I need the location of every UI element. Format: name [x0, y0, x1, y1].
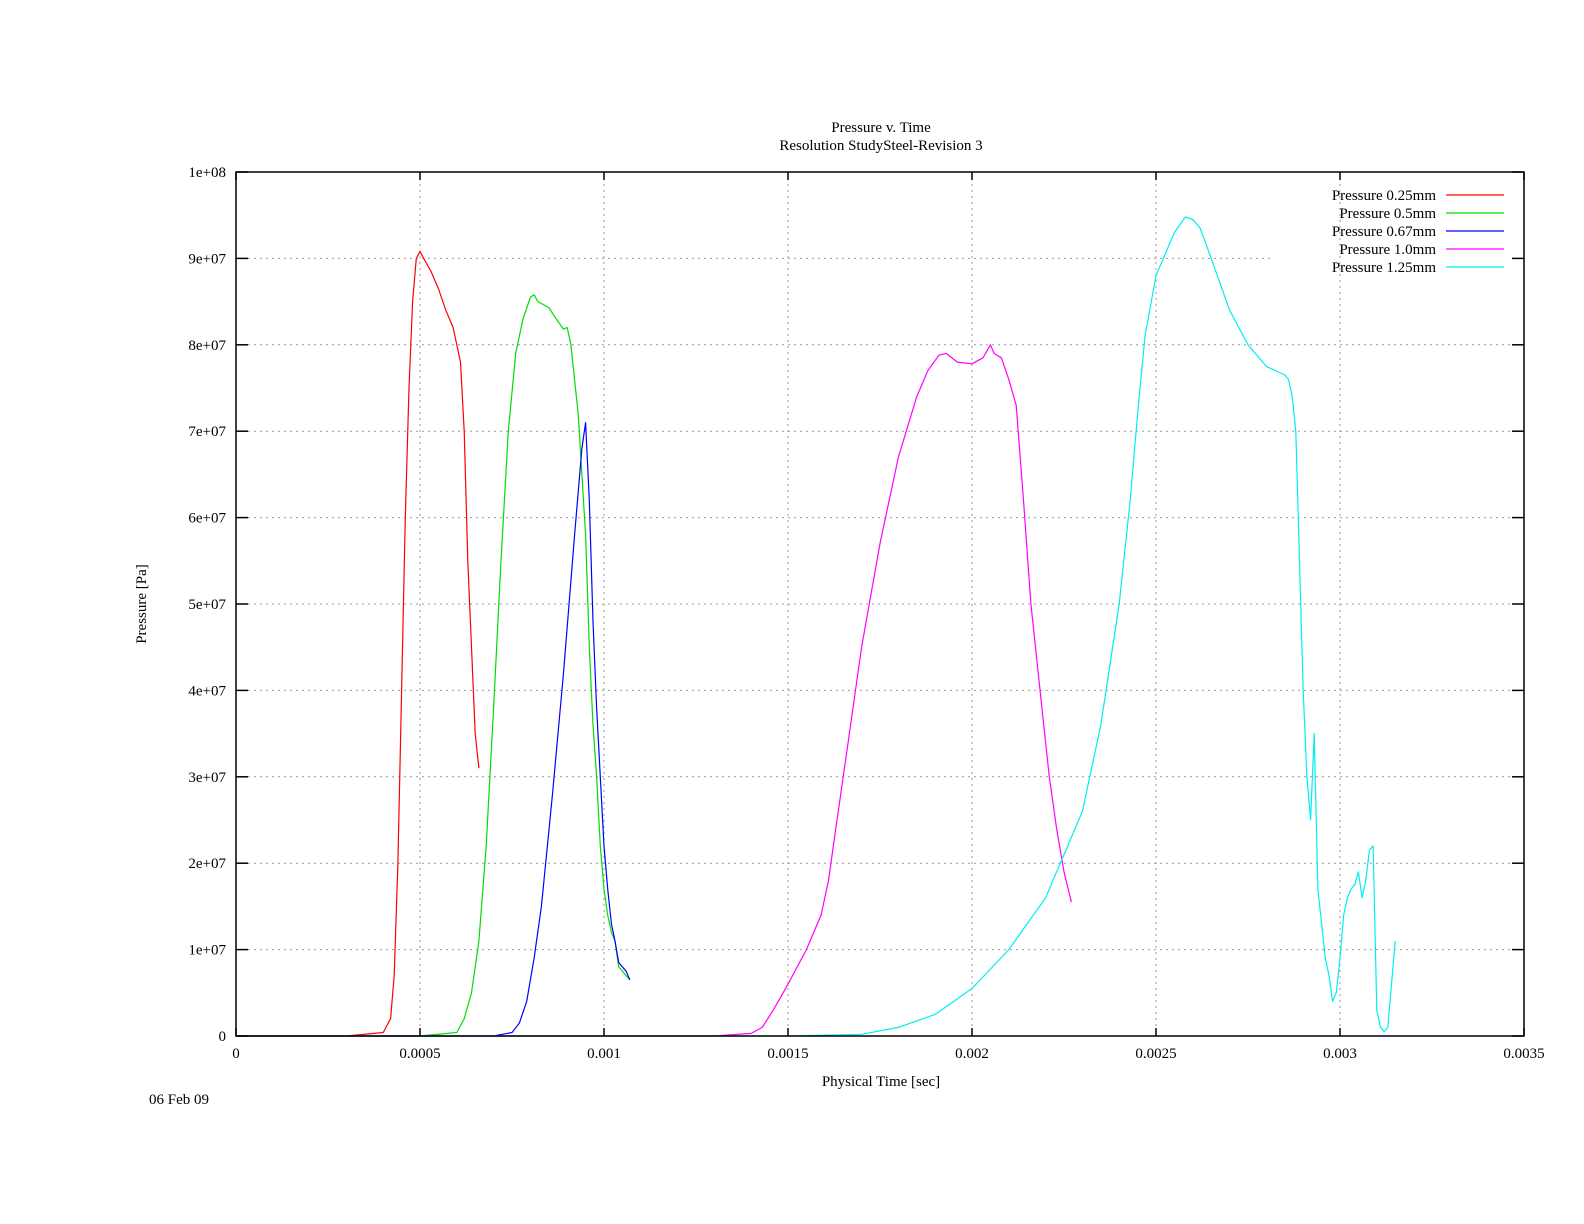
axis-ticks [235, 171, 1525, 1037]
y-tick-label: 7e+07 [188, 424, 226, 440]
y-tick-label: 3e+07 [188, 770, 226, 786]
x-tick-label: 0.0005 [399, 1046, 440, 1062]
y-tick-label: 4e+07 [188, 683, 226, 699]
series-line-4 [236, 344, 1072, 1037]
chart-subtitle: Resolution StudySteel-Revision 3 [779, 138, 982, 154]
x-tick-label: 0.0015 [767, 1046, 808, 1062]
chart-title: Pressure v. Time [831, 120, 931, 136]
date-stamp: 06 Feb 09 [149, 1092, 209, 1108]
y-tick-label: 0 [219, 1029, 227, 1045]
y-tick-label: 5e+07 [188, 597, 226, 613]
x-tick-label: 0.003 [1323, 1046, 1357, 1062]
series-lines [236, 216, 1396, 1037]
legend-label: Pressure 0.25mm [1332, 188, 1436, 204]
x-tick-label: 0 [232, 1046, 240, 1062]
legend: Pressure 0.25mm Pressure 0.5mm Pressure 0.… [1332, 188, 1504, 276]
y-tick-labels: 0 1e+07 2e+07 3e+07 4e+07 5e+07 6e+07 7e+07 8e+0… [188, 165, 226, 1045]
series-line-2 [236, 294, 631, 1037]
legend-label: Pressure 1.0mm [1339, 242, 1436, 258]
x-tick-labels: 0 0.0005 0.001 0.0015 0.002 0.0025 0.003 0.0035 [232, 1046, 1544, 1062]
y-tick-label: 1e+07 [188, 943, 226, 959]
x-tick-label: 0.002 [955, 1046, 989, 1062]
legend-label: Pressure 1.25mm [1332, 260, 1436, 276]
y-tick-label: 2e+07 [188, 856, 226, 872]
x-tick-label: 0.0025 [1135, 1046, 1176, 1062]
y-tick-label: 1e+08 [188, 165, 226, 181]
legend-label: Pressure 0.67mm [1332, 224, 1436, 240]
grid-lines [236, 172, 1524, 1036]
series-line-5 [236, 216, 1396, 1037]
x-tick-label: 0.001 [587, 1046, 621, 1062]
y-tick-label: 9e+07 [188, 251, 226, 267]
series-line-1 [236, 250, 480, 1037]
x-axis-label: Physical Time [sec] [822, 1074, 940, 1090]
y-tick-label: 8e+07 [188, 338, 226, 354]
series-line-3 [236, 422, 631, 1037]
legend-label: Pressure 0.5mm [1339, 206, 1436, 222]
y-tick-label: 6e+07 [188, 511, 226, 527]
x-tick-label: 0.0035 [1503, 1046, 1544, 1062]
y-axis-label: Pressure [Pa] [134, 564, 150, 644]
